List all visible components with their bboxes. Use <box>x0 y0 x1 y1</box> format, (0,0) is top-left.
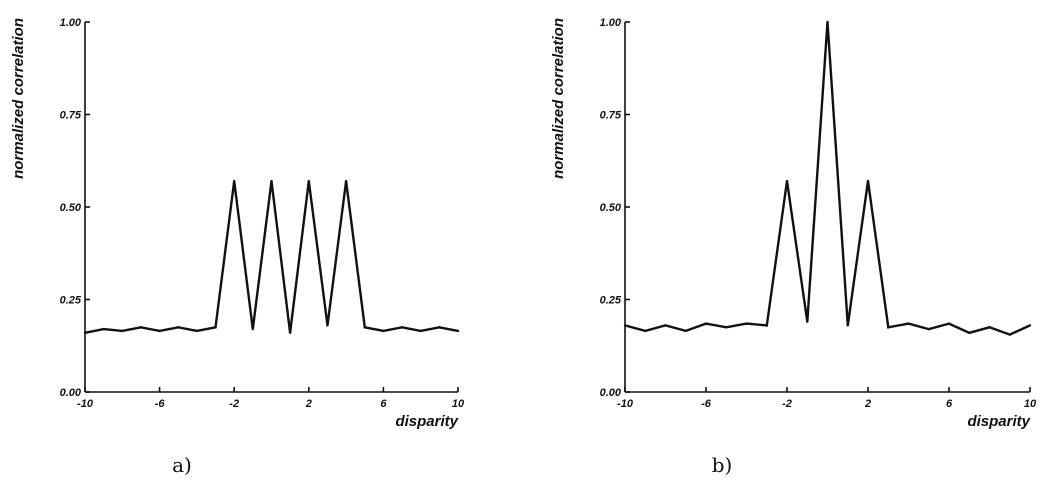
x-tick-label: 10 <box>452 398 465 410</box>
x-tick-label: 6 <box>946 398 953 410</box>
y-axis-label: normalized correlation <box>10 18 27 179</box>
data-point <box>644 329 647 333</box>
data-point <box>704 322 708 325</box>
panel-caption: b) <box>712 453 733 477</box>
x-tick-label: -6 <box>701 398 712 410</box>
data-point <box>1028 324 1032 327</box>
series-line <box>624 21 1031 336</box>
data-point <box>288 331 292 334</box>
data-point <box>927 327 930 331</box>
y-tick-label: 0.75 <box>600 110 622 122</box>
x-tick-label: -6 <box>155 398 166 410</box>
data-point <box>664 324 667 327</box>
x-tick-label: -10 <box>617 398 634 410</box>
x-tick-label: -10 <box>77 398 94 410</box>
data-point <box>968 331 971 334</box>
x-tick-label: -2 <box>229 398 239 410</box>
series-line <box>84 180 459 334</box>
data-point <box>344 179 348 183</box>
data-point <box>102 327 105 331</box>
y-tick-label: 1.00 <box>60 17 82 29</box>
data-point <box>947 322 951 325</box>
data-point <box>785 179 789 183</box>
data-point <box>887 326 890 329</box>
data-point <box>326 324 329 327</box>
data-point <box>1008 333 1011 336</box>
data-point <box>725 326 728 329</box>
chart-panel-b: 0.00 0.25 0.50 0.75 1.00 -10 -6 -2 2 6 10 disparity… <box>550 17 1037 477</box>
data-point <box>745 322 748 325</box>
data-point <box>139 326 143 329</box>
data-point <box>214 326 217 329</box>
data-point <box>907 322 910 325</box>
x-axis-label: disparity <box>395 413 458 430</box>
data-point <box>988 326 991 329</box>
y-axis-label: normalized correlation <box>550 18 567 179</box>
data-point <box>684 329 687 333</box>
y-tick-label: 0.00 <box>60 387 82 399</box>
data-point <box>233 179 236 183</box>
data-point <box>83 331 87 334</box>
data-point <box>121 329 124 333</box>
data-point <box>195 329 199 333</box>
data-point <box>438 326 441 329</box>
data-point <box>400 326 404 329</box>
data-point <box>419 329 422 333</box>
x-tick-label: 2 <box>305 398 312 410</box>
y-tick-label: 0.25 <box>600 295 622 307</box>
data-point <box>270 179 273 183</box>
data-point <box>363 326 366 329</box>
data-point <box>623 324 627 327</box>
y-tick-label: 1.00 <box>600 17 622 29</box>
x-tick-label: -2 <box>782 398 792 410</box>
data-point <box>251 327 255 331</box>
data-point <box>456 329 460 333</box>
y-tick-label: 0.00 <box>600 387 622 399</box>
x-tick-label: 10 <box>1024 398 1037 410</box>
y-tick-label: 0.50 <box>60 202 82 214</box>
x-tick-label: 6 <box>380 398 387 410</box>
data-point <box>846 324 849 327</box>
data-point <box>177 326 180 329</box>
y-tick-label: 0.25 <box>60 295 82 307</box>
data-point <box>866 179 870 183</box>
y-tick-label: 0.50 <box>600 202 622 214</box>
data-point <box>826 20 829 24</box>
y-tick-label: 0.75 <box>60 110 82 122</box>
chart-panel-a: 0.00 0.25 0.50 0.75 1.00 -10 -6 -2 2 6 10 disparity… <box>10 17 465 477</box>
x-axis-label: disparity <box>967 413 1030 430</box>
x-tick-label: 2 <box>864 398 871 410</box>
panel-caption: a) <box>172 453 192 477</box>
data-point <box>765 324 768 327</box>
data-point <box>158 329 161 333</box>
data-point <box>307 179 310 183</box>
data-point <box>806 320 809 323</box>
data-point <box>382 329 385 333</box>
